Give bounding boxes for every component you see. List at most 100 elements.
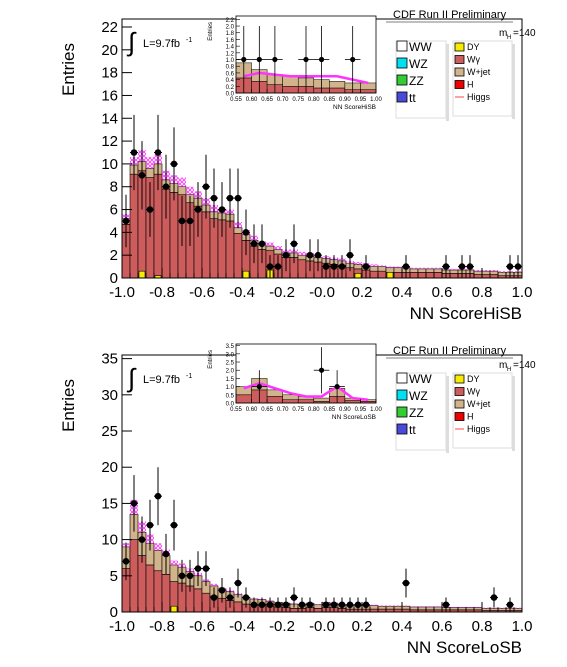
legend-entry: WZ <box>409 57 428 71</box>
legend-entry: ZZ <box>409 74 424 88</box>
data-point <box>346 601 354 609</box>
y-tick-label: 0 <box>110 604 118 621</box>
signal-hatch <box>378 265 386 267</box>
wgamma-bar <box>417 271 427 279</box>
inset-wgamma-bar <box>282 86 299 94</box>
data-point <box>306 601 314 609</box>
data-point <box>362 263 370 270</box>
chart-panel-losb: 0 5 10 15 20 25 30 35 -1.0 -0.8 -0.6 -0.4 -0.2 -0.0 0.… <box>59 343 536 657</box>
inset-wgamma-bar <box>297 399 315 404</box>
wgamma-bar <box>161 574 171 613</box>
x-tick-label: -0.2 <box>269 618 295 635</box>
legend-swatch <box>454 399 465 409</box>
wjet-bar <box>409 268 419 273</box>
inset-x-tick-label: 0.70 <box>277 97 289 103</box>
wgamma-bar <box>425 271 435 279</box>
inset-x-tick-label: 0.65 <box>261 97 273 103</box>
data-point <box>346 251 354 259</box>
y-tick-label: 15 <box>101 495 118 512</box>
wjet-bar <box>273 249 283 255</box>
inset-y-tick-label: 1.0 <box>226 385 235 391</box>
legend-swatch <box>454 67 465 77</box>
inset-y-tick-label: 2.0 <box>226 369 235 375</box>
wgamma-bar <box>233 601 243 613</box>
y-tick-label: 8 <box>110 179 118 196</box>
legend-entry: ZZ <box>409 406 424 420</box>
signal-hatch <box>370 604 378 606</box>
signal-hatch <box>482 607 490 609</box>
data-point <box>130 500 138 507</box>
inset-data-point <box>241 56 247 63</box>
chart-title: CDF Run II Preliminary <box>393 9 507 21</box>
wjet-bar <box>433 268 443 273</box>
signal-hatch <box>418 267 426 269</box>
inset-y-tick-label: 0.6 <box>226 71 235 77</box>
data-point <box>330 601 338 609</box>
data-point <box>226 194 234 202</box>
inset-y-tick-label: 0.4 <box>226 78 235 84</box>
x-tick-label: 0.6 <box>432 618 453 635</box>
inset-x-tick-label: 0.60 <box>246 407 258 413</box>
legend-swatch <box>396 40 408 52</box>
wjet-bar <box>393 267 403 273</box>
x-tick-label: 0.6 <box>432 284 453 301</box>
y-tick-label: 20 <box>101 459 118 476</box>
inset-wjet-bar <box>313 397 330 402</box>
inset-x-tick-label: 0.60 <box>246 97 258 103</box>
data-point <box>170 160 178 168</box>
legend-entry: Wγ <box>467 387 480 397</box>
x-tick-label: 0.8 <box>472 618 493 635</box>
wjet-bar <box>265 245 275 251</box>
x-tick-label: 0.4 <box>392 284 413 301</box>
legend-swatch <box>396 423 408 435</box>
lumi-label: L=9.7fb <box>143 38 180 50</box>
inset-y-tick-label: 1.6 <box>226 38 235 44</box>
legend-swatch <box>454 387 465 396</box>
inset-x-tick-label: 1.00 <box>370 97 382 103</box>
signal-hatch <box>266 242 274 247</box>
data-point <box>466 263 474 270</box>
data-point <box>330 263 338 270</box>
inset-x-tick-label: 0.65 <box>261 407 273 413</box>
signal-hatch <box>498 607 506 609</box>
inset-y-tick-label: 1.8 <box>226 31 235 37</box>
data-point <box>218 206 226 213</box>
inset-y-axis-title: Entries <box>208 350 214 369</box>
signal-hatch <box>378 605 386 607</box>
wgamma-bar <box>377 270 387 279</box>
data-point <box>442 601 450 609</box>
wjet-bar <box>481 270 491 275</box>
signal-hatch <box>274 246 282 250</box>
x-axis-title: NN ScoreLoSB <box>407 638 522 657</box>
wjet-bar <box>489 608 499 611</box>
y-axis-title: Entries <box>59 43 78 96</box>
signal-hatch <box>482 270 490 272</box>
wjet-bar <box>449 607 459 611</box>
y-tick-label: 6 <box>110 202 118 219</box>
signal-hatch <box>370 264 378 267</box>
inset-x-tick-label: 0.55 <box>230 407 242 413</box>
wgamma-bar <box>297 259 307 279</box>
signal-hatch <box>210 583 218 586</box>
wjet-bar <box>417 606 427 611</box>
signal-hatch <box>154 543 162 551</box>
data-point <box>298 601 306 609</box>
legend-right-shadow <box>512 44 515 119</box>
y-tick-label: 20 <box>101 42 118 59</box>
inset-y-tick-label: 1.4 <box>226 45 235 51</box>
x-tick-label: -1.0 <box>109 284 135 301</box>
signal-hatch <box>434 606 442 607</box>
inset-x-tick-label: 0.85 <box>323 407 335 413</box>
y-tick-label: 30 <box>101 387 118 404</box>
data-point <box>506 263 514 270</box>
wgamma-bar <box>169 192 179 279</box>
inset-wgamma-bar <box>360 89 377 94</box>
wjet-bar <box>145 168 155 178</box>
x-tick-label: 1.0 <box>512 618 533 635</box>
data-point <box>290 594 298 601</box>
inset-data-point <box>272 56 278 63</box>
signal-hatch <box>466 606 474 608</box>
data-point <box>130 149 138 156</box>
wjet-bar <box>497 271 507 277</box>
signal-hatch <box>426 606 434 607</box>
